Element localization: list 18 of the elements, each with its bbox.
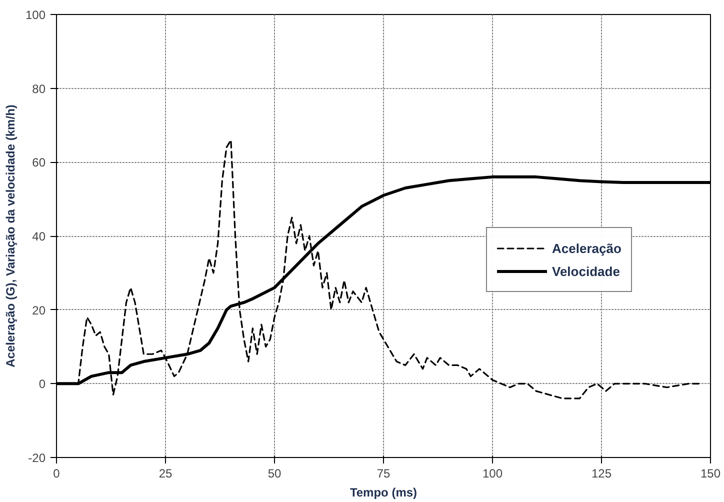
y-tick-label: 60 <box>32 156 46 170</box>
x-tick-label: 125 <box>591 466 612 480</box>
y-tick-label: 20 <box>32 303 46 318</box>
y-tick-label: -20 <box>28 451 46 465</box>
x-tick-label: 100 <box>482 466 503 480</box>
y-tick-label: 80 <box>32 82 46 96</box>
legend-label: Aceleração <box>552 240 622 256</box>
legend-label: Velocidade <box>552 264 620 278</box>
x-tick-label: 150 <box>700 466 721 480</box>
x-axis-title: Tempo (ms) <box>350 486 418 500</box>
y-tick-label: 0 <box>38 377 46 392</box>
x-tick-label: 0 <box>53 466 60 480</box>
y-axis-title: Aceleração (G), Variação da velocidade (km/h) <box>3 104 18 368</box>
y-tick-label: 100 <box>25 8 46 22</box>
y-tick-label: 40 <box>32 230 46 244</box>
x-tick-label: 25 <box>158 466 172 480</box>
x-tick-label: 50 <box>268 466 282 480</box>
x-tick-label: 75 <box>376 466 390 480</box>
